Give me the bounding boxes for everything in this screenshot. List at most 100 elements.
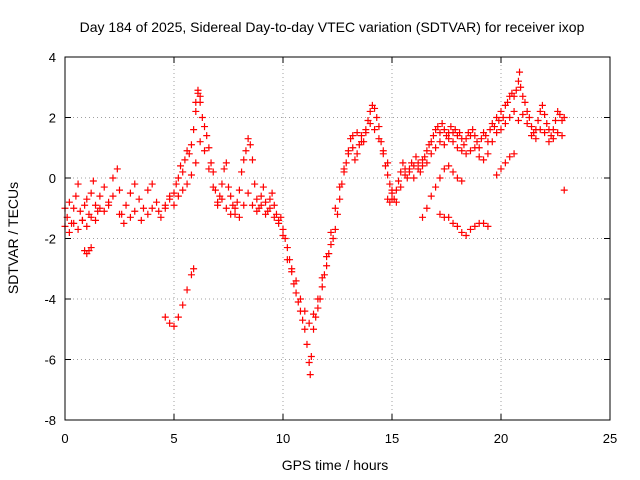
data-point: [451, 126, 459, 134]
data-point: [482, 132, 490, 140]
data-point: [331, 204, 339, 212]
data-point: [262, 198, 270, 206]
data-point: [438, 120, 446, 128]
data-point: [327, 228, 335, 236]
data-point: [301, 325, 309, 333]
data-point: [78, 216, 86, 224]
data-point: [410, 174, 418, 182]
data-point: [436, 138, 444, 146]
data-point: [384, 159, 392, 167]
data-point: [299, 316, 307, 324]
data-point: [495, 117, 503, 125]
data-point: [65, 228, 73, 236]
data-point: [541, 110, 549, 118]
data-point: [440, 141, 448, 149]
data-point: [510, 150, 518, 158]
data-point: [74, 180, 82, 188]
data-point: [92, 201, 100, 209]
data-point: [288, 265, 296, 273]
y-axis-label: SDTVAR / TECUs: [5, 182, 21, 294]
data-point: [423, 159, 431, 167]
data-point: [238, 168, 246, 176]
data-point: [305, 359, 313, 367]
data-point: [240, 156, 248, 164]
data-point: [87, 189, 95, 197]
data-point: [306, 371, 314, 379]
data-point: [484, 150, 492, 158]
data-point: [436, 129, 444, 137]
data-point: [429, 132, 437, 140]
data-point: [497, 165, 505, 173]
data-point: [336, 195, 344, 203]
data-point: [89, 177, 97, 185]
data-point: [314, 304, 322, 312]
data-point: [534, 117, 542, 125]
data-point: [257, 192, 265, 200]
data-point: [177, 162, 185, 170]
data-point: [414, 165, 422, 173]
data-point: [135, 195, 143, 203]
data-point: [196, 92, 204, 100]
data-point: [244, 135, 252, 143]
data-point: [449, 168, 457, 176]
data-point: [74, 225, 82, 233]
chart-title: Day 184 of 2025, Sidereal Day-to-day VTE…: [80, 19, 585, 35]
data-point: [560, 114, 568, 121]
x-tick-label: 20: [494, 431, 508, 446]
data-point: [516, 68, 524, 76]
data-point: [120, 219, 128, 227]
data-point: [209, 168, 217, 176]
data-point: [148, 204, 156, 212]
data-point: [517, 83, 525, 91]
data-point: [419, 213, 427, 221]
data-point: [466, 225, 474, 233]
data-point: [253, 207, 261, 215]
data-point: [528, 132, 536, 140]
data-point: [501, 120, 509, 128]
data-point: [70, 204, 78, 212]
data-point: [506, 153, 514, 161]
data-point: [525, 114, 533, 121]
data-point: [340, 165, 348, 173]
data-point: [405, 168, 413, 176]
data-point: [432, 183, 440, 191]
x-tick-label: 25: [603, 431, 617, 446]
data-point: [253, 195, 261, 203]
data-point: [222, 204, 230, 212]
data-point: [155, 207, 163, 215]
data-point: [473, 138, 481, 146]
data-point: [131, 207, 139, 215]
data-point: [96, 204, 104, 212]
data-point: [549, 135, 557, 143]
data-series: [81, 86, 396, 330]
data-point: [157, 213, 165, 221]
data-point: [279, 225, 287, 233]
data-point: [70, 219, 78, 227]
data-point: [514, 77, 522, 85]
data-point: [279, 231, 287, 239]
data-point: [172, 180, 180, 188]
data-point: [207, 159, 215, 167]
data-points: [61, 68, 568, 379]
data-point: [371, 104, 379, 112]
data-point: [262, 210, 270, 218]
data-point: [440, 165, 448, 173]
data-point: [116, 186, 123, 194]
data-point: [545, 138, 553, 146]
data-point: [174, 174, 182, 182]
y-tick-label: 4: [49, 50, 56, 65]
data-point: [440, 126, 448, 134]
data-point: [384, 171, 392, 179]
data-point: [116, 210, 123, 218]
data-point: [469, 126, 477, 134]
data-point: [480, 156, 488, 164]
data-point: [187, 171, 195, 179]
data-point: [458, 147, 466, 155]
data-point: [190, 126, 198, 134]
data-point: [386, 180, 394, 188]
data-point: [161, 313, 169, 321]
data-point: [344, 150, 352, 158]
data-point: [235, 186, 243, 194]
data-point: [449, 219, 457, 227]
